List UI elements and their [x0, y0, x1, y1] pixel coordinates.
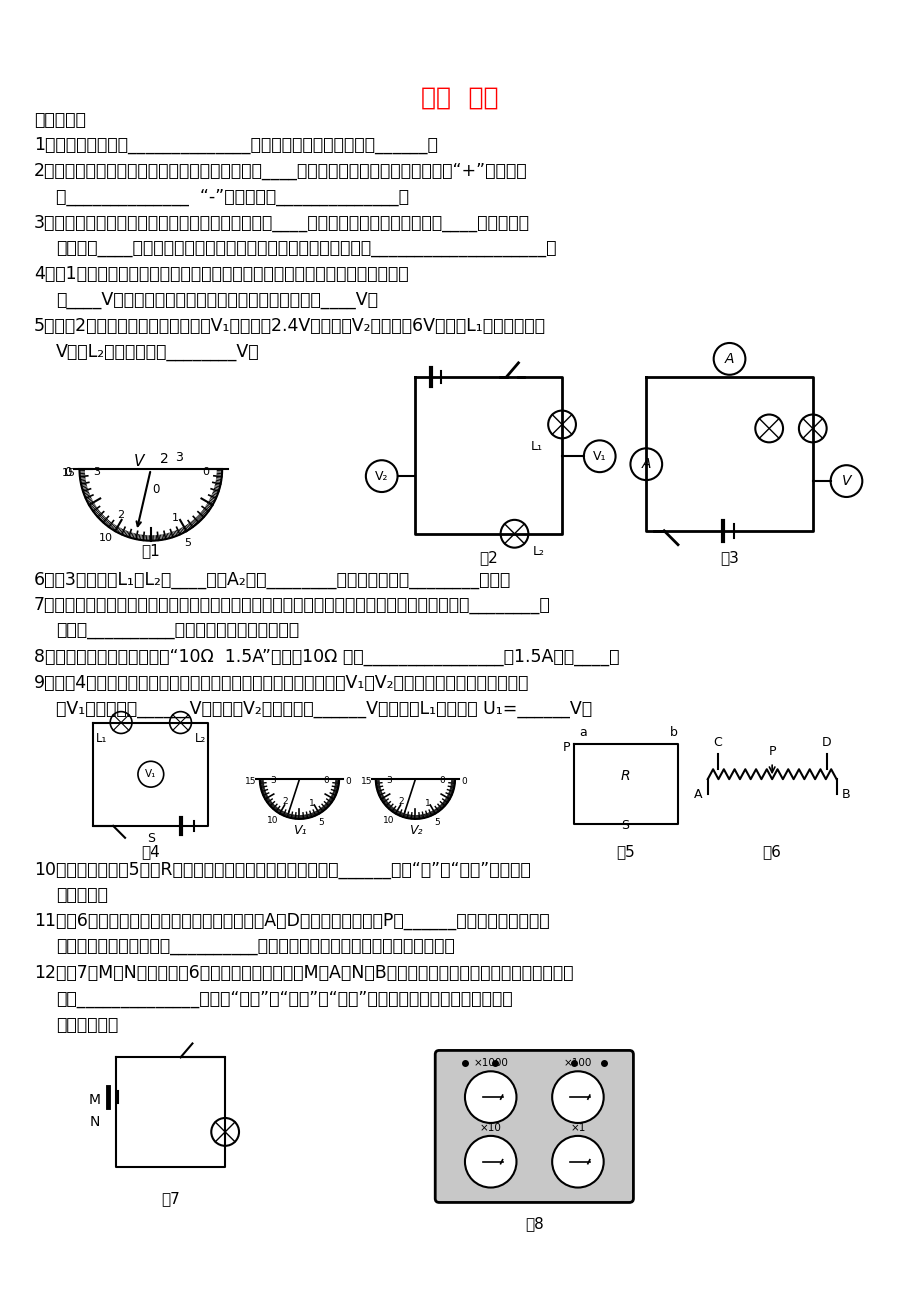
- Text: 2: 2: [282, 797, 288, 806]
- Text: ×100: ×100: [563, 1059, 592, 1069]
- Text: 2: 2: [160, 452, 169, 466]
- Text: 0: 0: [201, 467, 209, 477]
- Text: 图5: 图5: [616, 844, 634, 859]
- Text: 8、某滑动变阻器铭牌上标有“10Ω  1.5A”，其中10Ω 表示________________，1.5A表示____。: 8、某滑动变阻器铭牌上标有“10Ω 1.5A”，其中10Ω 表示________…: [34, 648, 618, 667]
- Text: P: P: [562, 741, 570, 754]
- Text: 图8: 图8: [525, 1216, 543, 1232]
- Text: 图7: 图7: [161, 1191, 180, 1207]
- Text: A: A: [694, 788, 702, 801]
- Text: L₂: L₂: [195, 732, 206, 745]
- Text: P: P: [767, 745, 775, 758]
- Text: A: A: [724, 352, 733, 366]
- Text: 近______________  “-”接线柱靠近______________。: 近______________ “-”接线柱靠近______________。: [56, 187, 408, 206]
- Text: 4、图1是一双量程的电压表的刻度盘。当使用较小量程时，图中指针位置的示数: 4、图1是一双量程的电压表的刻度盘。当使用较小量程时，图中指针位置的示数: [34, 266, 408, 284]
- Circle shape: [551, 1072, 603, 1122]
- Text: 5: 5: [185, 538, 191, 548]
- Text: 15: 15: [245, 777, 256, 786]
- Text: 1、电压是使电路中______________的原因，提供电压的装置叫______。: 1、电压是使电路中______________的原因，提供电压的装置叫_____…: [34, 137, 437, 155]
- Text: 1: 1: [425, 798, 430, 807]
- Text: 一、填空题: 一、填空题: [34, 112, 85, 129]
- Text: 2、使用电压表测量电路两端电压时，应将电压表____联在被测电路两端，要使电压表的“+”接线柱靠: 2、使用电压表测量电路两端电压时，应将电压表____联在被测电路两端，要使电压表…: [34, 163, 527, 180]
- Text: 1: 1: [309, 798, 314, 807]
- Text: 3: 3: [93, 467, 100, 477]
- Text: 3: 3: [269, 776, 276, 785]
- Text: V₁: V₁: [593, 449, 606, 462]
- Text: 5、如图2所示，开关闭合后，电压表V₁的示数为2.4V，电压表V₂的示数为6V，则灯L₁两端的电压为: 5、如图2所示，开关闭合后，电压表V₁的示数为2.4V，电压表V₂的示数为6V，…: [34, 318, 545, 335]
- Text: 图6: 图6: [762, 844, 781, 859]
- Text: V₁: V₁: [145, 769, 156, 779]
- Text: 3: 3: [385, 776, 391, 785]
- Text: 2: 2: [398, 797, 403, 806]
- Text: 3: 3: [175, 450, 182, 464]
- Circle shape: [464, 1072, 516, 1122]
- Text: 图1: 图1: [142, 543, 160, 557]
- Text: 0: 0: [64, 466, 72, 479]
- Text: L₁: L₁: [96, 732, 107, 745]
- Text: V: V: [133, 453, 144, 469]
- Text: S: S: [147, 832, 154, 845]
- Text: V: V: [841, 474, 850, 488]
- Text: 路的可能。: 路的可能。: [56, 887, 108, 905]
- Text: 15: 15: [361, 777, 372, 786]
- Text: 0: 0: [438, 776, 445, 785]
- Text: 相同，__________、不同的电阻线来做实验。: 相同，__________、不同的电阻线来做实验。: [56, 622, 299, 641]
- Text: 6、图3中，灯泡L₁与L₂是____联，A₂表测________电流，电压表测________电压。: 6、图3中，灯泡L₁与L₂是____联，A₂表测________电流，电压表测_…: [34, 570, 511, 589]
- Text: V₂: V₂: [375, 470, 388, 483]
- Text: 11、图6所示是滑动变阻器的结构示意图。若将A、D接入电路中，滑片P向______端移动时，接入电路: 11、图6所示是滑动变阻器的结构示意图。若将A、D接入电路中，滑片P向_____…: [34, 913, 549, 931]
- Text: 图2: 图2: [479, 551, 497, 565]
- Circle shape: [551, 1135, 603, 1187]
- Text: 10: 10: [383, 815, 394, 824]
- Text: 10: 10: [267, 815, 278, 824]
- Text: 中的电阻就减小，如果将__________接入电路，也能达到改变电阻大小的效果。: 中的电阻就减小，如果将__________接入电路，也能达到改变电阻大小的效果。: [56, 939, 454, 956]
- Text: 0: 0: [152, 483, 159, 496]
- Text: V₁: V₁: [292, 824, 306, 837]
- Text: 1: 1: [172, 513, 179, 523]
- Text: 10、如图所示，图5电阻R和滑动变阻器组成并联电路，此电路______（填“有”或“没有”）发生短: 10、如图所示，图5电阻R和滑动变阻器组成并联电路，此电路______（填“有”…: [34, 861, 530, 879]
- Text: 0: 0: [460, 777, 466, 786]
- Text: 电压  电阻: 电压 电阻: [421, 86, 498, 109]
- Text: A: A: [641, 457, 651, 471]
- Text: 9、如图4所示的电路中，电压表所用的量程不明，当电路闭合后，V₁和V₂的示数分别如图所示，则电压: 9、如图4所示的电路中，电压表所用的量程不明，当电路闭合后，V₁和V₂的示数分别…: [34, 674, 528, 691]
- Text: 为____V；当使用较大量程时，图中指针位置的示数为____V；: 为____V；当使用较大量程时，图中指针位置的示数为____V；: [56, 292, 378, 310]
- Text: L₁: L₁: [529, 440, 541, 453]
- Text: 接在电路中。: 接在电路中。: [56, 1016, 118, 1034]
- Text: a: a: [578, 727, 586, 740]
- Text: C: C: [712, 737, 721, 750]
- Text: L₂: L₂: [532, 546, 544, 559]
- Text: 2: 2: [118, 510, 125, 519]
- Text: ×1000: ×1000: [472, 1059, 507, 1069]
- Text: B: B: [841, 788, 849, 801]
- Text: R: R: [620, 769, 630, 784]
- Text: 15: 15: [62, 469, 75, 479]
- Text: S: S: [621, 819, 629, 832]
- Text: 3、将学校实验室常用的电压表接入电路时，应先用____量程试触，若电压表示数小于____时，再改用: 3、将学校实验室常用的电压表接入电路时，应先用____量程试触，若电压表示数小于…: [34, 214, 529, 232]
- Text: D: D: [821, 737, 831, 750]
- Text: 电压表的____量程。测电压时，如果发现表的指针向左偏，原因是____________________。: 电压表的____量程。测电压时，如果发现表的指针向左偏，原因是_________…: [56, 240, 556, 258]
- Text: 0: 0: [323, 776, 329, 785]
- Text: b: b: [669, 727, 677, 740]
- Text: 5: 5: [434, 818, 440, 827]
- Text: 5: 5: [318, 818, 324, 827]
- Text: ×10: ×10: [480, 1122, 501, 1133]
- Text: 图4: 图4: [142, 844, 160, 859]
- Text: 0: 0: [345, 777, 350, 786]
- Text: V₂: V₂: [408, 824, 422, 837]
- Text: ×1: ×1: [570, 1122, 585, 1133]
- Text: V，灯L₂两端的电压为________V。: V，灯L₂两端的电压为________V。: [56, 342, 259, 361]
- Text: 12、图7中M、N间接入如图6所示的滑动变阻器。当M与A、N与B相连接，滑片向右端移动，接入电路的电: 12、图7中M、N间接入如图6所示的滑动变阻器。当M与A、N与B相连接，滑片向右…: [34, 963, 573, 982]
- Text: 7、研究决定电阻大小的因素时，在做研究导体的电阻与横截面积是否有关的实验时，必须选取________、: 7、研究决定电阻大小的因素时，在做研究导体的电阻与横截面积是否有关的实验时，必须…: [34, 596, 550, 615]
- Text: 10: 10: [99, 534, 113, 543]
- Circle shape: [464, 1135, 516, 1187]
- Text: 图3: 图3: [720, 551, 738, 565]
- Text: 阻将______________（选填“变大”、“变小”或“不变”），这是因为将滑动变阻器当成: 阻将______________（选填“变大”、“变小”或“不变”），这是因为将…: [56, 990, 512, 1008]
- FancyBboxPatch shape: [435, 1051, 632, 1203]
- Text: M: M: [88, 1094, 100, 1107]
- Text: N: N: [89, 1115, 99, 1129]
- Text: 表V₁用的量程是______V，电压表V₂用的量程是______V，小灯泡L₁上的电压 U₁=______V。: 表V₁用的量程是______V，电压表V₂用的量程是______V，小灯泡L₁上…: [56, 699, 591, 717]
